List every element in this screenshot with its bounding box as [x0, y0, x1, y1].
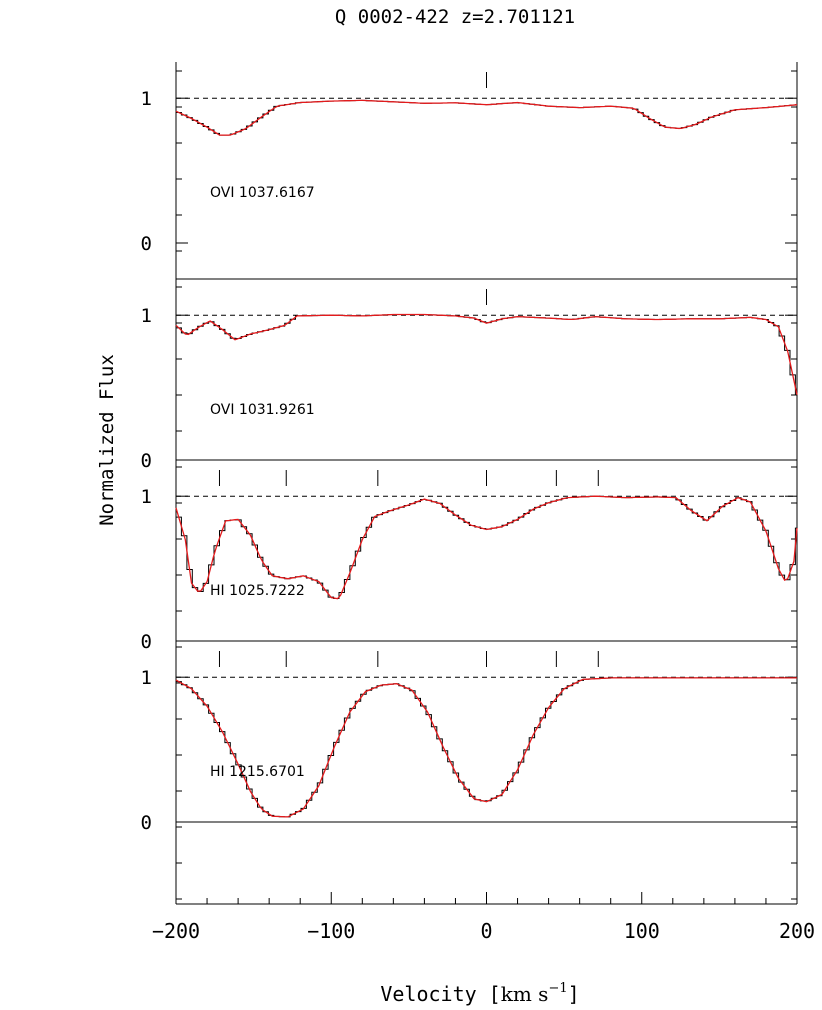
x-tick-label: 100	[624, 919, 660, 943]
model-fit	[175, 313, 798, 395]
panel-label: HI 1025.7222	[210, 583, 305, 599]
x-tick-label: 200	[779, 919, 815, 943]
y-tick-label: 0	[141, 450, 152, 472]
x-axis-label: Velocity [km s−1]	[380, 981, 579, 1006]
x-tick-label: −200	[152, 919, 200, 943]
y-tick-label: 1	[141, 88, 152, 110]
panel-1: 1 0 OVI 1037.6167	[141, 72, 798, 255]
flux-histogram	[176, 314, 797, 396]
panel-3: 1 0 HI 1025.7222	[141, 459, 798, 653]
x-axis: −200 −100 0 100 200	[152, 892, 815, 943]
y-tick-label: 1	[141, 305, 152, 327]
y-tick-label: 0	[141, 233, 152, 255]
model-fit	[175, 495, 798, 600]
panel-2: 1 0 OVI 1031.9261	[141, 278, 798, 472]
spectrum-panels: 1 0 OVI 1037.6167 1 0 OVI 1031.9261 1 0 HI 1025.…	[141, 72, 798, 834]
flux-histogram	[176, 99, 797, 136]
flux-histogram	[176, 677, 797, 818]
panel-label: OVI 1037.6167	[210, 185, 315, 201]
y-tick-label: 1	[141, 667, 152, 689]
x-axis-label-exponent: −1	[548, 981, 567, 996]
x-tick-label: 0	[480, 919, 492, 943]
x-tick-label: −100	[307, 919, 355, 943]
y-axis-label: Normalized Flux	[96, 354, 118, 526]
model-fit	[175, 99, 798, 136]
x-axis-label-unit: km s	[501, 982, 549, 1006]
y-tick-label: 0	[141, 812, 152, 834]
model-fit	[175, 677, 797, 818]
panel-4: 1 0 HI 1215.6701	[141, 640, 797, 834]
chart-title: Q 0002-422 z=2.701121	[335, 6, 575, 28]
y-tick-label: 0	[141, 631, 152, 653]
panel-label: OVI 1031.9261	[210, 402, 315, 418]
panel-label: HI 1215.6701	[210, 764, 305, 780]
y-tick-label: 1	[141, 486, 152, 508]
x-axis-label-main: Velocity	[380, 982, 476, 1006]
